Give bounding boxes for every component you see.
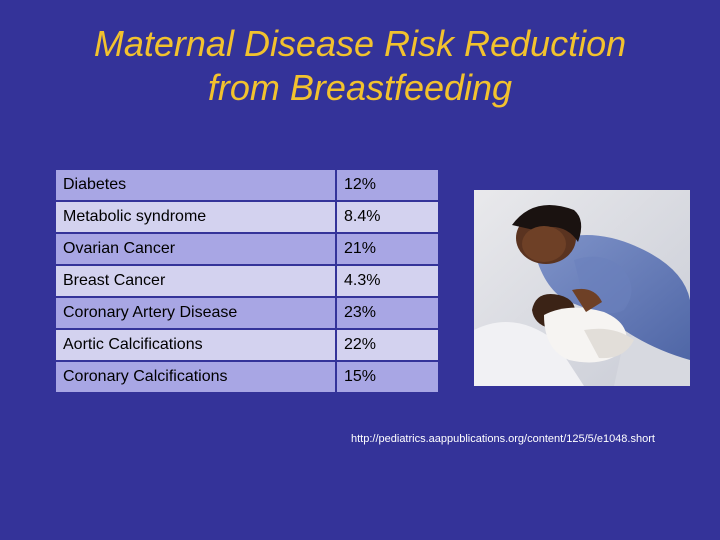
reduction-cell: 4.3%	[335, 264, 440, 298]
title-line-1: Maternal Disease Risk Reduction	[93, 23, 627, 64]
table-row: Coronary Calcifications 15%	[54, 360, 440, 394]
reduction-cell: 15%	[335, 360, 440, 394]
risk-reduction-table: Diabetes 12% Metabolic syndrome 8.4% Ova…	[54, 168, 440, 394]
reduction-cell: 21%	[335, 232, 440, 266]
table-row: Ovarian Cancer 21%	[54, 232, 440, 266]
breastfeeding-photo	[474, 190, 690, 386]
table-row: Metabolic syndrome 8.4%	[54, 200, 440, 234]
table-row: Breast Cancer 4.3%	[54, 264, 440, 298]
reduction-cell: 23%	[335, 296, 440, 330]
condition-cell: Ovarian Cancer	[54, 232, 337, 266]
condition-cell: Aortic Calcifications	[54, 328, 337, 362]
condition-cell: Diabetes	[54, 168, 337, 202]
condition-cell: Coronary Calcifications	[54, 360, 337, 394]
slide-title: Maternal Disease Risk Reduction from Bre…	[0, 22, 720, 110]
table-row: Coronary Artery Disease 23%	[54, 296, 440, 330]
table-row: Diabetes 12%	[54, 168, 440, 202]
condition-cell: Metabolic syndrome	[54, 200, 337, 234]
condition-cell: Breast Cancer	[54, 264, 337, 298]
reduction-cell: 12%	[335, 168, 440, 202]
source-citation: http://pediatrics.aappublications.org/co…	[351, 433, 655, 445]
title-line-2: from Breastfeeding	[207, 67, 513, 108]
table-row: Aortic Calcifications 22%	[54, 328, 440, 362]
condition-cell: Coronary Artery Disease	[54, 296, 337, 330]
reduction-cell: 8.4%	[335, 200, 440, 234]
reduction-cell: 22%	[335, 328, 440, 362]
